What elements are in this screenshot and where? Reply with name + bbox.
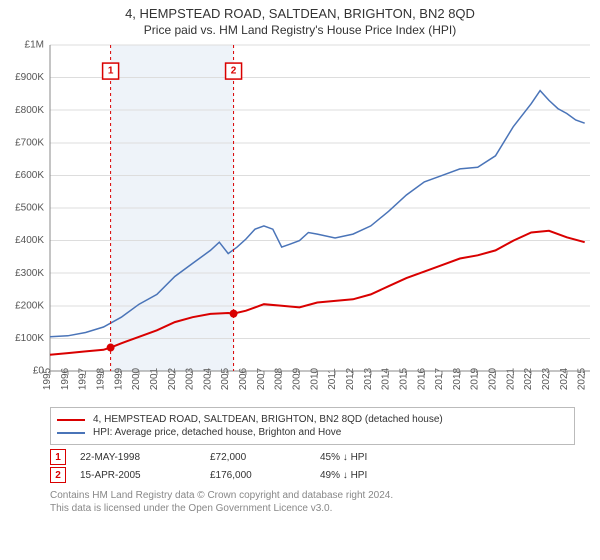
sale-marker-number: 2 [231, 66, 237, 77]
sale-marker-number: 1 [108, 66, 114, 77]
sale-price: £176,000 [210, 470, 320, 481]
y-tick-label: £600K [15, 170, 44, 181]
sales-table: 1 22-MAY-1998£72,00045% ↓ HPI 2 15-APR-2005… [50, 449, 575, 483]
sale-marker: 2 [50, 467, 66, 483]
legend-row: 4, HEMPSTEAD ROAD, SALTDEAN, BRIGHTON, B… [57, 414, 568, 425]
sale-row: 2 15-APR-2005£176,00049% ↓ HPI [50, 467, 575, 483]
footer-line: Contains HM Land Registry data © Crown c… [50, 489, 575, 502]
legend: 4, HEMPSTEAD ROAD, SALTDEAN, BRIGHTON, B… [50, 407, 575, 445]
price-chart: £0£100K£200K£300K£400K£500K£600K£700K£80… [50, 41, 590, 401]
legend-row: HPI: Average price, detached house, Brig… [57, 427, 568, 438]
y-tick-label: £900K [15, 72, 44, 83]
legend-swatch [57, 419, 85, 421]
y-tick-label: £300K [15, 268, 44, 279]
y-tick-label: £800K [15, 105, 44, 116]
footer-line: This data is licensed under the Open Gov… [50, 502, 575, 515]
sale-price: £72,000 [210, 452, 320, 463]
legend-swatch [57, 432, 85, 434]
y-tick-label: £100K [15, 333, 44, 344]
legend-label: 4, HEMPSTEAD ROAD, SALTDEAN, BRIGHTON, B… [93, 414, 443, 425]
legend-label: HPI: Average price, detached house, Brig… [93, 427, 341, 438]
y-tick-label: £700K [15, 137, 44, 148]
page-subtitle: Price paid vs. HM Land Registry's House … [0, 21, 600, 41]
sale-row: 1 22-MAY-1998£72,00045% ↓ HPI [50, 449, 575, 465]
sale-marker: 1 [50, 449, 66, 465]
sale-date: 22-MAY-1998 [80, 452, 210, 463]
y-tick-label: £400K [15, 235, 44, 246]
page-title: 4, HEMPSTEAD ROAD, SALTDEAN, BRIGHTON, B… [0, 0, 600, 21]
footer: Contains HM Land Registry data © Crown c… [50, 489, 575, 515]
sale-pct: 49% ↓ HPI [320, 470, 470, 481]
chart-svg: £0£100K£200K£300K£400K£500K£600K£700K£80… [50, 41, 590, 401]
y-tick-label: £1M [25, 40, 44, 51]
sale-dot [230, 310, 238, 318]
sale-pct: 45% ↓ HPI [320, 452, 470, 463]
y-tick-label: £200K [15, 300, 44, 311]
sale-dot [107, 344, 115, 352]
sale-date: 15-APR-2005 [80, 470, 210, 481]
y-tick-label: £500K [15, 203, 44, 214]
